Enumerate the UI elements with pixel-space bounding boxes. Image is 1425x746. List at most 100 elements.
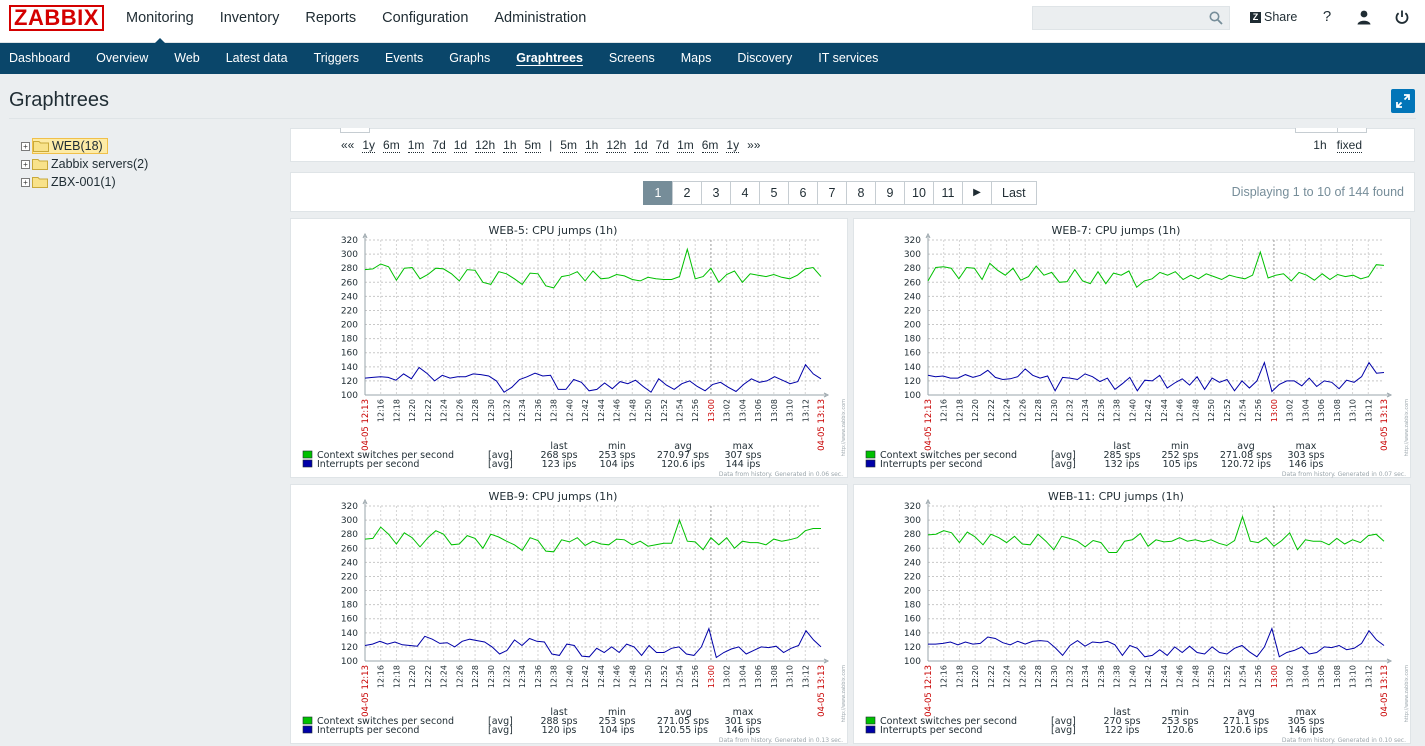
- nav-monitoring[interactable]: Monitoring: [113, 0, 207, 44]
- subnav-maps[interactable]: Maps: [680, 51, 712, 65]
- legend-max-value: 146 ips: [1289, 725, 1324, 736]
- nav-reports[interactable]: Reports: [305, 10, 357, 26]
- x-tick-label: 12:40: [565, 665, 574, 688]
- graph-chart[interactable]: WEB-7: CPU jumps (1h) 100 120 140 160 180 200 2…: [854, 219, 1412, 479]
- search-input[interactable]: [1033, 7, 1203, 29]
- back-1d[interactable]: 1d: [453, 138, 468, 153]
- x-tick-label: 12:20: [408, 399, 417, 422]
- page-11[interactable]: 11: [933, 181, 963, 205]
- nav-configuration[interactable]: Configuration: [382, 10, 469, 26]
- subnav-it-services[interactable]: IT services: [818, 51, 879, 65]
- page-2[interactable]: 2: [672, 181, 702, 205]
- nav-inventory[interactable]: Inventory: [219, 10, 280, 26]
- x-tick-label: 12:54: [675, 399, 684, 422]
- page-1[interactable]: 1: [643, 181, 673, 205]
- expand-icon[interactable]: +: [21, 159, 30, 169]
- x-tick-label: 12:44: [1160, 665, 1169, 688]
- zoom-out-all[interactable]: ««: [341, 138, 355, 152]
- y-tick-label: 280: [904, 264, 921, 274]
- nav-administration[interactable]: Administration: [494, 10, 587, 26]
- expand-icon[interactable]: +: [21, 177, 30, 187]
- watermark: http://www.zabbix.com: [841, 399, 847, 456]
- user-icon[interactable]: [1356, 9, 1372, 25]
- forward-1y[interactable]: 1y: [726, 138, 740, 153]
- y-tick-label: 200: [904, 321, 921, 331]
- forward-7d[interactable]: 7d: [655, 138, 670, 153]
- last-page-button[interactable]: Last: [991, 181, 1037, 205]
- page-8[interactable]: 8: [846, 181, 876, 205]
- back-1m[interactable]: 1m: [407, 138, 425, 153]
- fullscreen-button[interactable]: [1391, 89, 1415, 113]
- legend-swatch: [302, 725, 313, 734]
- subnav-overview[interactable]: Overview: [96, 51, 149, 65]
- help-icon[interactable]: ?: [1322, 8, 1332, 25]
- subnav-latest-data[interactable]: Latest data: [225, 51, 288, 65]
- subnav-screens[interactable]: Screens: [608, 51, 655, 65]
- series-line-context-switches-per-second: [364, 247, 822, 289]
- timeline-button-stub[interactable]: [340, 128, 370, 133]
- x-tick-label: 13:08: [770, 665, 779, 688]
- power-icon[interactable]: [1394, 9, 1410, 25]
- next-page-icon[interactable]: ▶: [962, 181, 992, 205]
- forward-12h[interactable]: 12h: [606, 138, 627, 153]
- x-tick-label: 13:04: [1301, 665, 1310, 688]
- page-5[interactable]: 5: [759, 181, 789, 205]
- period-end-label: 04-05 13:13: [817, 665, 827, 717]
- page-9[interactable]: 9: [875, 181, 905, 205]
- x-tick-label: 12:44: [1160, 399, 1169, 422]
- page-3[interactable]: 3: [701, 181, 731, 205]
- forward-1h[interactable]: 1h: [584, 138, 599, 153]
- forward-1m[interactable]: 1m: [677, 138, 694, 153]
- x-tick-label: 12:52: [660, 665, 669, 688]
- subnav-graphs[interactable]: Graphs: [449, 51, 491, 65]
- graph-chart[interactable]: WEB-9: CPU jumps (1h) 100 120 140 160 180 200 2…: [291, 485, 849, 745]
- y-tick-label: 260: [904, 544, 921, 554]
- tree-node[interactable]: + Zabbix servers(2): [21, 155, 150, 173]
- subnav-dashboard[interactable]: Dashboard: [9, 51, 71, 65]
- page-7[interactable]: 7: [817, 181, 847, 205]
- subnav-web[interactable]: Web: [174, 51, 200, 65]
- search-icon[interactable]: [1209, 11, 1223, 25]
- pager-panel: 1 2 3 4 5 6 7 8 9 10 11 ▶ Last Displaying 1 to 10 of…: [290, 172, 1415, 212]
- back-1h[interactable]: 1h: [503, 138, 517, 153]
- back-5m[interactable]: 5m: [524, 138, 542, 153]
- subnav-discovery[interactable]: Discovery: [737, 51, 793, 65]
- legend-series-name: Interrupts per second: [880, 725, 982, 736]
- share-button[interactable]: Z Share: [1250, 10, 1297, 24]
- legend-func: [avg]: [1051, 450, 1076, 461]
- graph-chart[interactable]: WEB-5: CPU jumps (1h) 100 120 140 160 180 200 2…: [291, 219, 849, 479]
- forward-5m[interactable]: 5m: [560, 138, 577, 153]
- timeline-button-stub[interactable]: [1295, 128, 1338, 133]
- y-tick-label: 220: [341, 572, 358, 582]
- page-6[interactable]: 6: [788, 181, 818, 205]
- back-1y[interactable]: 1y: [362, 138, 376, 153]
- subnav-triggers[interactable]: Triggers: [313, 51, 359, 65]
- x-tick-label: 13:02: [723, 665, 732, 688]
- legend-series-name: Interrupts per second: [880, 459, 982, 470]
- y-tick-label: 160: [904, 615, 921, 625]
- forward-6m[interactable]: 6m: [701, 138, 719, 153]
- back-12h[interactable]: 12h: [475, 138, 496, 153]
- legend-max-value: 301 sps: [724, 716, 761, 727]
- page-title: Graphtrees: [9, 89, 110, 111]
- timeline-button-stub[interactable]: [1337, 128, 1367, 133]
- legend-header: last: [1113, 441, 1130, 452]
- fixed-toggle[interactable]: fixed: [1336, 138, 1362, 153]
- zoom-forward-all[interactable]: »»: [747, 138, 761, 152]
- back-6m[interactable]: 6m: [383, 138, 400, 153]
- zabbix-logo[interactable]: ZABBIX: [9, 5, 104, 31]
- expand-icon[interactable]: +: [21, 141, 30, 151]
- tree-node[interactable]: + WEB(18): [21, 137, 150, 155]
- graph-tree: + WEB(18) + Zabbix servers(2) + ZBX-001(1): [21, 137, 150, 191]
- back-7d[interactable]: 7d: [432, 138, 446, 153]
- graph-chart[interactable]: WEB-11: CPU jumps (1h) 100 120 140 160 180 200…: [854, 485, 1412, 745]
- subnav-graphtrees[interactable]: Graphtrees: [516, 51, 583, 65]
- forward-1d[interactable]: 1d: [634, 138, 648, 153]
- tree-node[interactable]: + ZBX-001(1): [21, 173, 150, 191]
- subnav-events[interactable]: Events: [384, 51, 424, 65]
- x-tick-label: 12:22: [424, 665, 433, 688]
- x-tick-label: 12:40: [1128, 399, 1137, 422]
- page-10[interactable]: 10: [904, 181, 934, 205]
- page-4[interactable]: 4: [730, 181, 760, 205]
- x-tick-label: 12:20: [408, 665, 417, 688]
